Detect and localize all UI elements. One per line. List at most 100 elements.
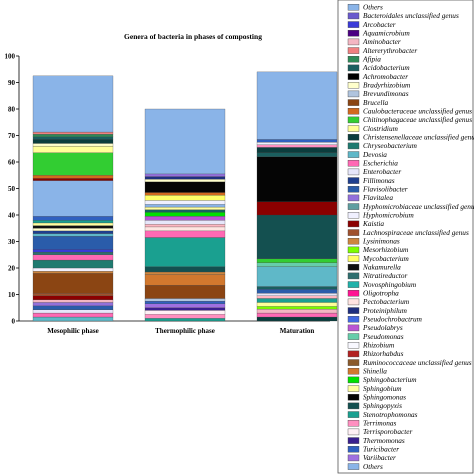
legend-swatch [347, 159, 360, 167]
bar-segment [256, 144, 338, 148]
bar-segment [256, 262, 338, 267]
legend-label: Kaistia [362, 219, 384, 228]
legend-label: Brucella [363, 98, 388, 107]
legend-label: Sphingopyxis [363, 401, 402, 410]
bar-segment [144, 200, 226, 205]
legend-swatch [347, 203, 360, 210]
legend-label: Hyphomicrobiaceae unclassified genus [362, 202, 474, 211]
legend-swatch [347, 151, 360, 158]
legend-label: Clostridium [363, 124, 398, 133]
y-tick-label: 0 [12, 317, 16, 325]
bar-segment [32, 134, 114, 137]
bar-segment [256, 316, 338, 322]
bar-segment [32, 180, 114, 217]
legend-swatch [347, 255, 360, 262]
bar-segment [144, 298, 226, 302]
legend-label: Christensenellaceae unclassified genus [363, 132, 474, 141]
legend-label: Sphingomonas [363, 392, 406, 401]
bar-segment [144, 237, 226, 267]
legend-swatch [347, 420, 360, 427]
legend-label: Acidobacterium [362, 63, 410, 72]
bar-segment [256, 293, 338, 296]
bar-segment [256, 139, 338, 143]
legend-swatch [347, 168, 360, 176]
legend-swatch [347, 38, 360, 46]
legend-label: Aminobacter [362, 37, 401, 46]
legend-label: Others [363, 2, 383, 11]
bar-segment [32, 305, 114, 310]
legend-label: Afipia [362, 54, 381, 63]
bar-segment [32, 136, 114, 140]
bar-segment [144, 307, 226, 311]
bar-segment [256, 258, 338, 263]
legend-label: Thermomonas [363, 436, 405, 445]
bar-segment [32, 178, 114, 181]
legend-label: Proteiniphilum [362, 306, 407, 315]
legend-swatch [347, 376, 360, 384]
bar-segment [32, 312, 114, 318]
legend-swatch [347, 446, 360, 453]
bar-segment [144, 274, 226, 286]
bar-segment [256, 298, 338, 303]
legend-swatch [347, 185, 360, 193]
bar-segment [144, 204, 226, 208]
legend-label: Caulobacteraceae unclassified genus [363, 106, 472, 115]
legend-swatch [347, 30, 360, 37]
bar-segment [256, 295, 338, 299]
bar-segment [144, 173, 226, 177]
legend-swatch [347, 333, 360, 340]
x-category-label: Maturation [280, 327, 315, 335]
legend-swatch [347, 211, 360, 219]
legend-swatch [347, 454, 360, 462]
legend-swatch [347, 229, 360, 236]
legend-label: Chryseobacterium [363, 141, 417, 150]
bar-segment [144, 224, 226, 228]
bars [32, 71, 338, 322]
bar-segment [144, 301, 226, 304]
bar-segment [256, 147, 338, 153]
bar-segment [32, 220, 114, 224]
y-tick-label: 20 [8, 264, 16, 272]
legend-label: Ruminococcaceae unclassified genus [362, 358, 472, 367]
legend-swatch [347, 3, 360, 11]
legend-label: Aquamicrobium [362, 28, 410, 37]
legend-label: Pseudochrobactrum [362, 314, 422, 323]
bar-segment [32, 254, 114, 261]
legend-label: Turicibacter [363, 444, 399, 453]
legend-swatch [347, 64, 360, 72]
legend-label: Escherichia [362, 158, 398, 167]
bar-segment [256, 302, 338, 307]
legend-swatch [347, 394, 360, 401]
bar-segment [256, 156, 338, 202]
legend-swatch [347, 342, 360, 349]
legend-swatch [347, 316, 360, 323]
legend-swatch [347, 463, 360, 470]
bar-segment [256, 71, 338, 140]
legend-label: Bacteroidales unclassified genus [363, 11, 459, 20]
bar-segment [144, 310, 226, 315]
legend-swatch [347, 133, 360, 141]
bar-segment [256, 142, 338, 145]
legend-swatch [347, 47, 360, 54]
legend-swatch [347, 125, 360, 132]
legend-swatch [347, 246, 360, 254]
legend-swatch [347, 350, 360, 358]
bar-segment [256, 214, 338, 259]
legend-label: Flavisolibacter [362, 184, 408, 193]
bar-segment [32, 145, 114, 153]
bar-segment [32, 75, 114, 133]
bar-segment [144, 220, 226, 225]
legend-swatch [347, 402, 360, 410]
legend-box [337, 0, 474, 474]
bar-segment [144, 318, 226, 322]
legend-swatch [347, 307, 360, 314]
bar-segment [32, 230, 114, 234]
legend-label: Brevundimonas [363, 89, 409, 98]
legend-swatch [347, 428, 360, 436]
legend-label: Flavitalea [362, 193, 393, 202]
legend-swatch [347, 220, 360, 228]
x-category-label: Thermophilic phase [155, 327, 215, 335]
legend-swatch [347, 411, 360, 418]
